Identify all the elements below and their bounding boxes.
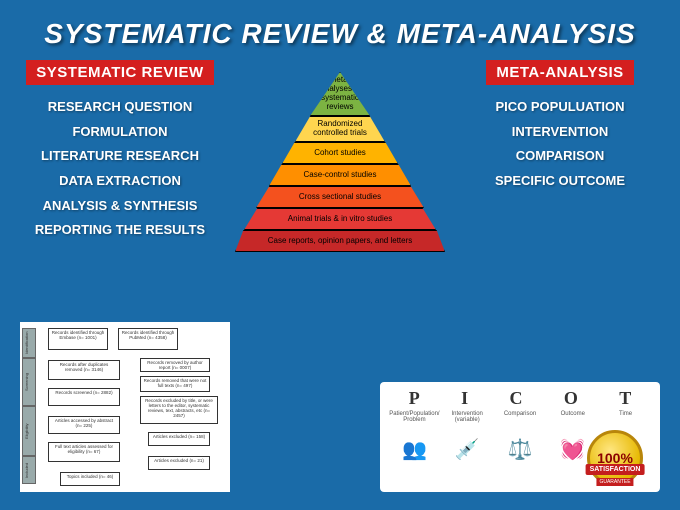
list-item: RESEARCH QUESTION FORMULATION	[20, 95, 220, 144]
flowchart-box: Records removed that were not full texts…	[140, 376, 210, 392]
flowchart-stage: Identification	[22, 328, 36, 358]
right-list: PICO POPULUATION INTERVENTION COMPARISON…	[460, 95, 660, 194]
pyramid-layer: Case reports, opinion papers, and letter…	[235, 230, 445, 252]
picot-sublabel: Patient/Population/ Problem	[388, 411, 441, 423]
evidence-pyramid: Meta-analyses & systematic reviewsRandom…	[235, 72, 445, 272]
list-item: PICO POPULUATION	[460, 95, 660, 120]
flowchart-stage: Eligibility	[22, 406, 36, 456]
flowchart-box: Articles excluded (n= 158)	[148, 432, 210, 446]
picot-icon: 💉	[455, 437, 480, 462]
picot-letter: P	[409, 388, 420, 409]
list-item: COMPARISON	[460, 144, 660, 169]
flowchart-box: Records identified through PubMed (n= 43…	[118, 328, 178, 350]
pyramid-layer: Randomized controlled trials	[295, 116, 385, 142]
picot-letter: T	[619, 388, 631, 409]
pyramid-layer: Animal trials & in vitro studies	[244, 208, 436, 230]
picot-letter: I	[461, 388, 468, 409]
flowchart-box: Records identified through Embase (n= 10…	[48, 328, 108, 350]
picot-icon: ⚖️	[508, 437, 533, 462]
picot-letter: C	[509, 388, 522, 409]
flowchart-box: Records removed by author report (n= 000…	[140, 358, 210, 372]
systematic-review-label: SYSTEMATIC REVIEW	[26, 60, 213, 85]
flowchart-box: Full text articles assessed for eligibil…	[48, 442, 120, 462]
page-title: SYSTEMATIC REVIEW & META-ANALYSIS	[0, 0, 680, 50]
picot-sublabel: Time	[599, 411, 652, 423]
satisfaction-badge: 100% SATISFACTION GUARANTEE	[580, 428, 650, 498]
picot-sublabel: Outcome	[546, 411, 599, 423]
picot-icon: 👥	[402, 437, 427, 462]
flowchart-stage: Screening	[22, 358, 36, 406]
badge-ribbon: SATISFACTION	[586, 464, 645, 475]
flowchart-box: Records after duplicates removed (n= 314…	[48, 360, 120, 380]
meta-analysis-label: META-ANALYSIS	[486, 60, 633, 85]
list-item: INTERVENTION	[460, 120, 660, 145]
left-list: RESEARCH QUESTION FORMULATION LITERATURE…	[20, 95, 220, 243]
flowchart-box: Records excluded by title, or were lette…	[140, 396, 218, 424]
right-column: META-ANALYSIS PICO POPULUATION INTERVENT…	[460, 60, 660, 243]
left-column: SYSTEMATIC REVIEW RESEARCH QUESTION FORM…	[20, 60, 220, 243]
list-item: SPECIFIC OUTCOME	[460, 169, 660, 194]
flowchart-box: Articles excluded (n= 21)	[148, 456, 210, 470]
pyramid-layer: Cross sectional studies	[256, 186, 424, 208]
list-item: ANALYSIS & SYNTHESIS	[20, 194, 220, 219]
list-item: REPORTING THE RESULTS	[20, 218, 220, 243]
badge-sub: GUARANTEE	[596, 478, 633, 486]
list-item: LITERATURE RESEARCH	[20, 144, 220, 169]
flowchart-stage: Included	[22, 456, 36, 484]
flowchart-box: Records screened (n= 2882)	[48, 388, 120, 406]
flowchart-box: Topics included (n= 46)	[60, 472, 120, 486]
pyramid-layer: Case-control studies	[269, 164, 411, 186]
picot-letter: O	[564, 388, 578, 409]
list-item: DATA EXTRACTION	[20, 169, 220, 194]
prisma-flowchart: IdentificationScreeningEligibilityInclud…	[20, 322, 230, 492]
picot-sublabel: Comparison	[494, 411, 547, 423]
picot-sublabel: Intervention (variable)	[441, 411, 494, 423]
flowchart-box: Articles accessed by abstract (n= 225)	[48, 416, 120, 434]
pyramid-layer: Cohort studies	[282, 142, 398, 164]
pyramid-layer: Meta-analyses & systematic reviews	[310, 72, 370, 116]
